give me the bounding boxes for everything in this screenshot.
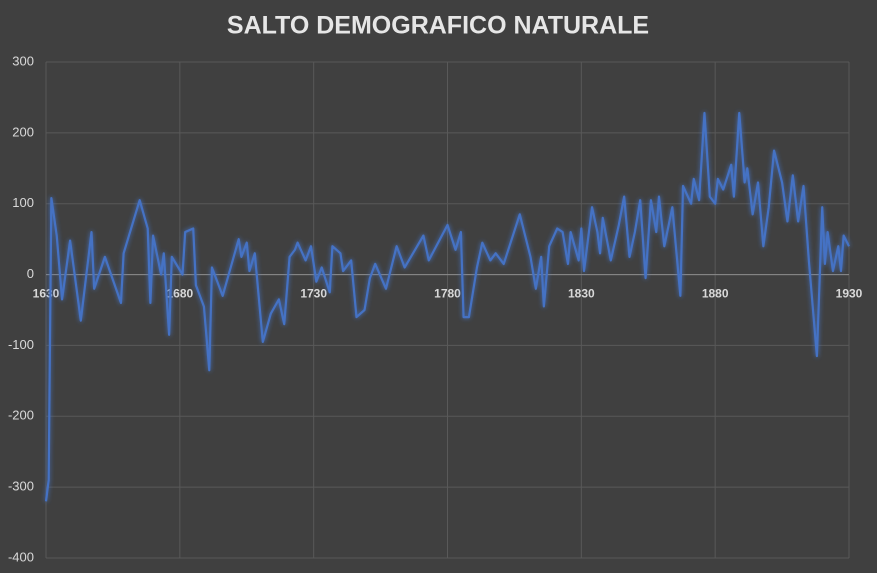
x-tick-label: 1780 — [434, 287, 461, 301]
y-tick-label: -100 — [8, 337, 34, 352]
y-tick-label: -400 — [8, 549, 34, 564]
y-tick-label: -300 — [8, 479, 34, 494]
x-tick-label: 1680 — [166, 287, 193, 301]
x-tick-label: 1930 — [836, 287, 863, 301]
y-tick-label: 100 — [12, 195, 34, 210]
x-tick-label: 1730 — [300, 287, 327, 301]
y-tick-label: 200 — [12, 124, 34, 139]
x-tick-label: 1830 — [568, 287, 595, 301]
x-tick-label: 1880 — [702, 287, 729, 301]
chart-title: SALTO DEMOGRAFICO NATURALE — [227, 12, 649, 40]
y-tick-label: 0 — [27, 266, 34, 281]
x-tick-label: 1630 — [33, 287, 60, 301]
data-line — [44, 111, 850, 502]
y-tick-label: -200 — [8, 408, 34, 423]
y-tick-label: 300 — [12, 53, 34, 68]
